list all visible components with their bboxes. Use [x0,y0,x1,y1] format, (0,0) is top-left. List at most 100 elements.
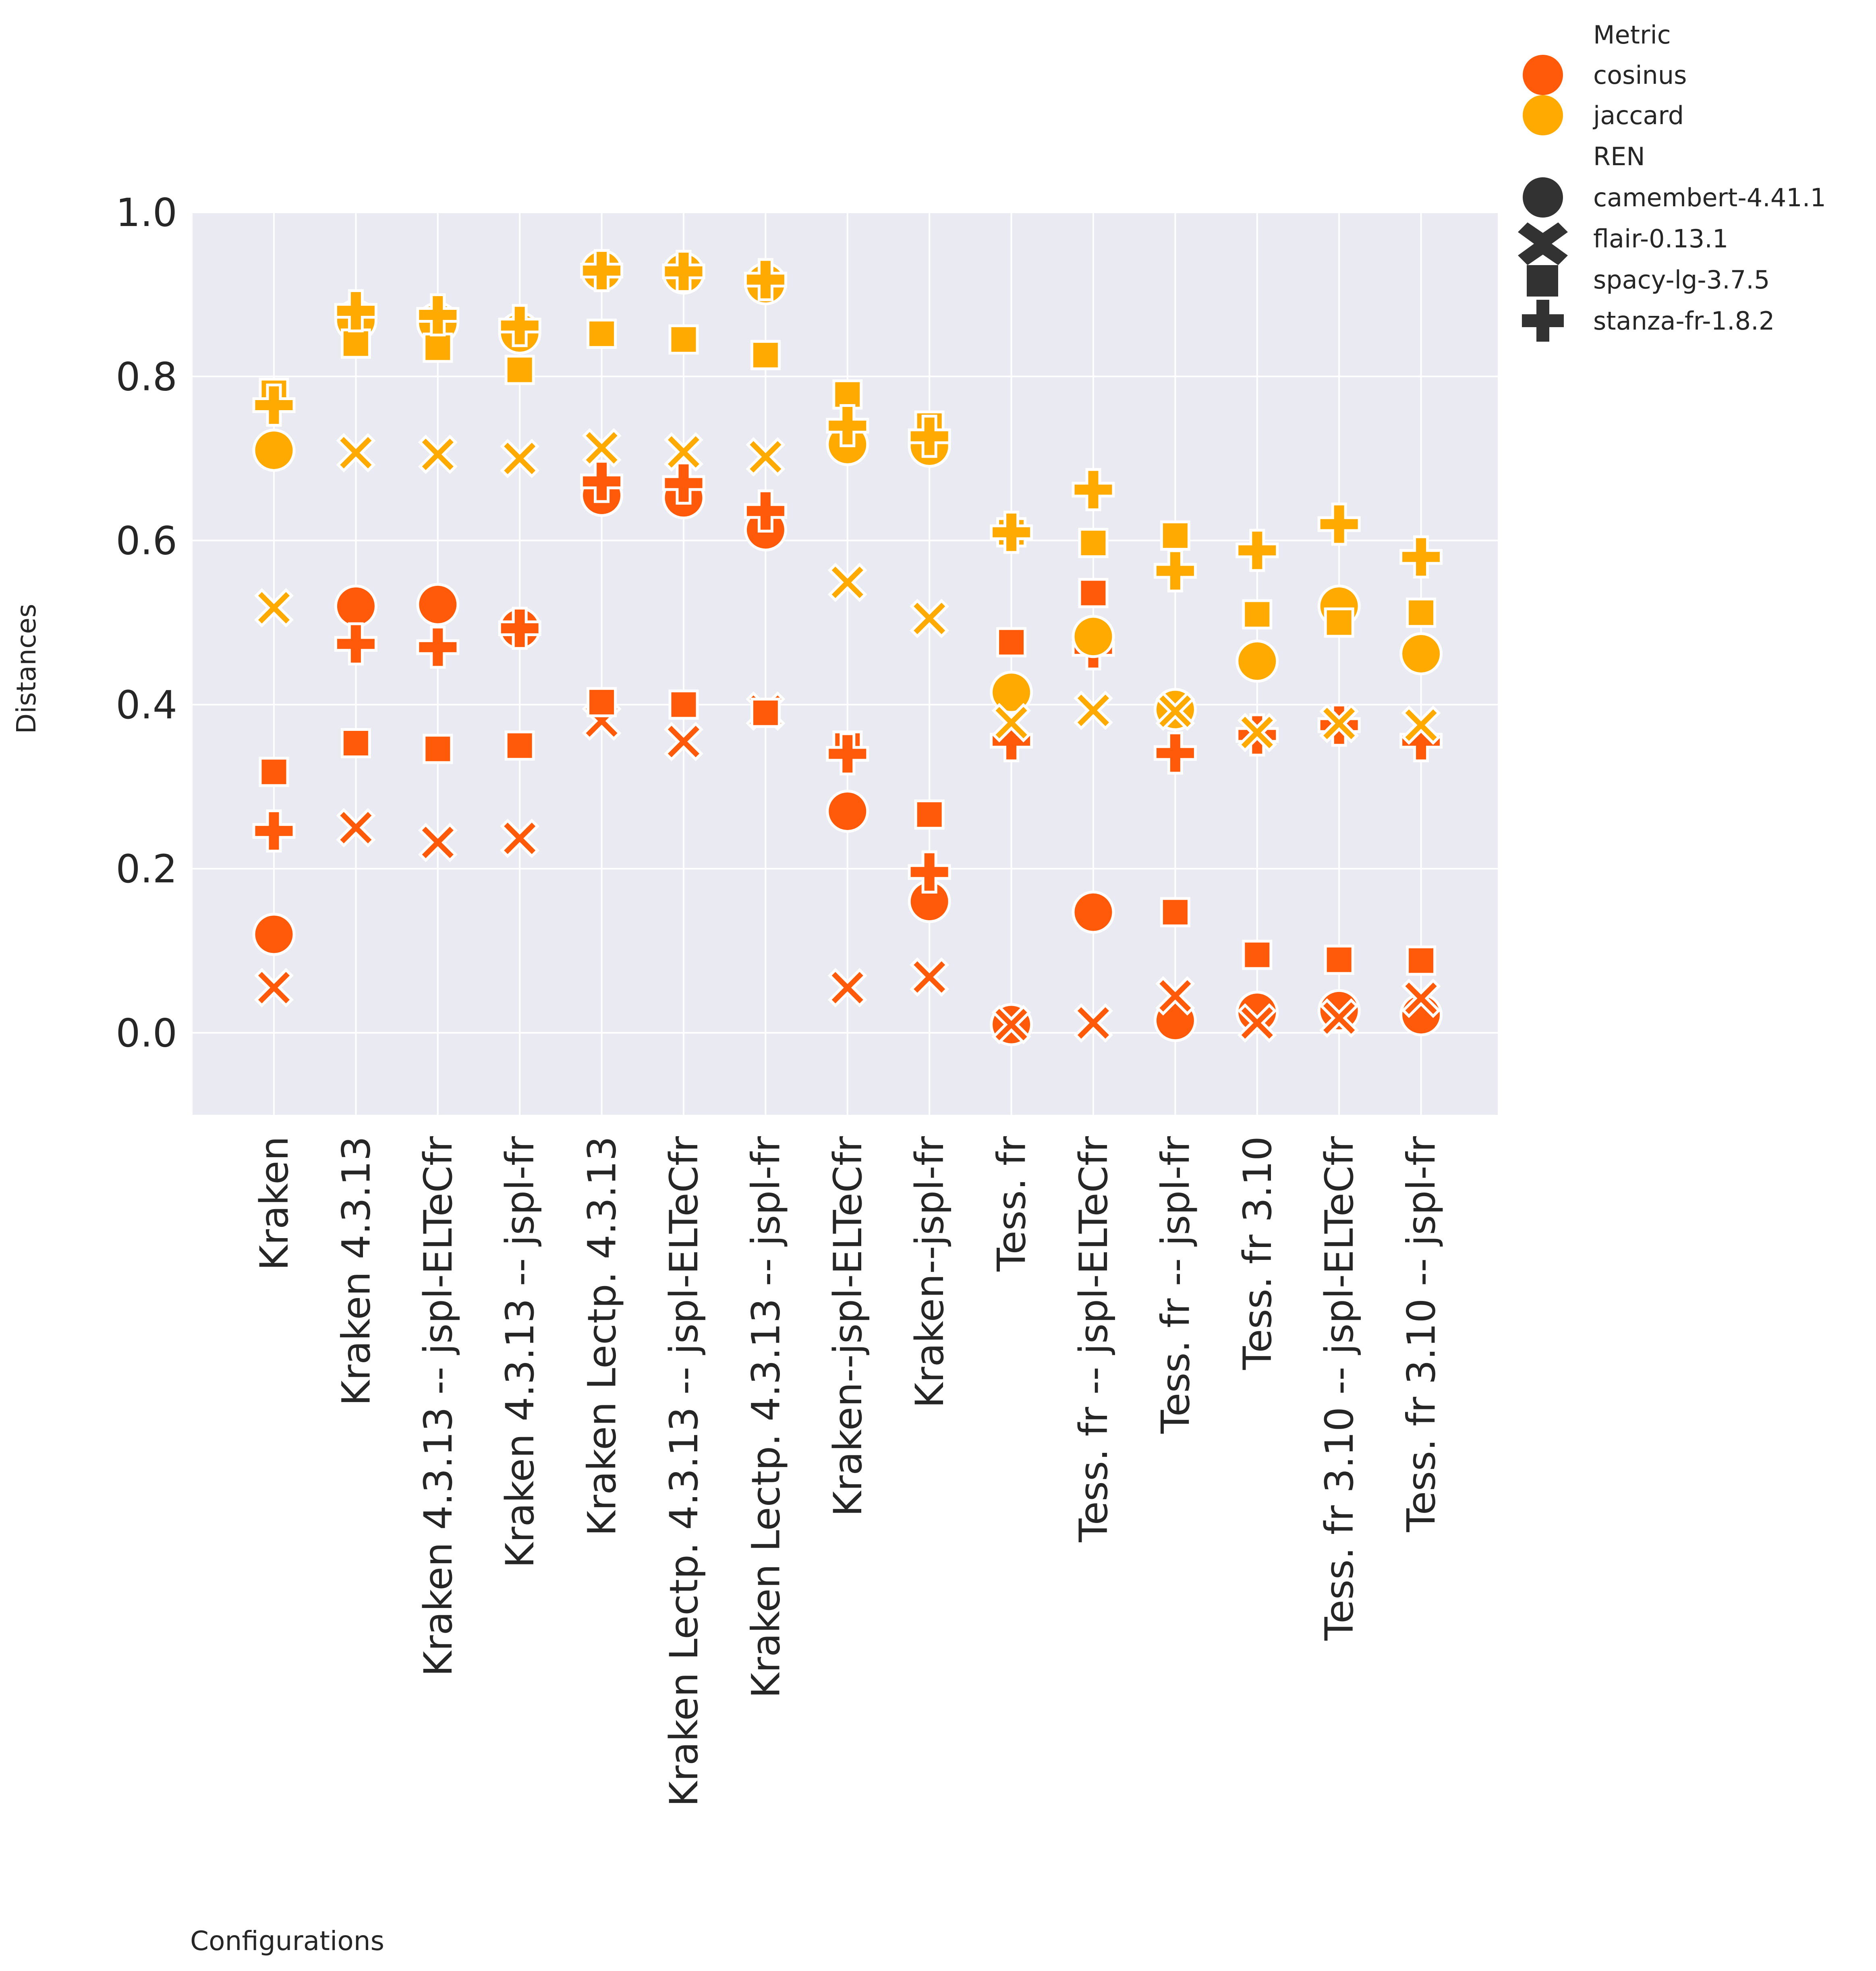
x-tick-label: Kraken 4.3.13 [334,1136,379,1406]
legend-title-ren: REN [1593,142,1645,171]
point-cosinus-stanza-fr-1.8.2 [498,606,541,650]
point-cosinus-stanza-fr-1.8.2 [334,622,377,666]
point-jaccard-spacy-lg-3.7.5 [1324,607,1354,638]
point-cosinus-flair-0.13.1 [336,808,376,848]
point-jaccard-stanza-fr-1.8.2 [662,250,705,293]
point-cosinus-flair-0.13.1 [1155,976,1195,1016]
x-tick-label: Kraken--jspl-ELTeCfr [825,1136,871,1517]
point-jaccard-stanza-fr-1.8.2 [744,258,787,301]
legend-label-spacy: spacy-lg-3.7.5 [1593,265,1770,295]
x-tick-label: Kraken Lectp. 4.3.13 -- jspl-fr [743,1136,788,1698]
point-cosinus-flair-0.13.1 [827,968,867,1008]
legend-marker-stanza [1522,300,1564,342]
point-jaccard-camembert-4.41.1 [1072,615,1115,658]
legend-marker-camembert [1523,177,1563,218]
y-tick-label: 0.8 [116,354,177,399]
point-jaccard-flair-0.13.1 [1074,691,1113,730]
legend-label-jaccard: jaccard [1592,101,1684,130]
point-jaccard-spacy-lg-3.7.5 [668,324,699,355]
point-cosinus-flair-0.13.1 [254,968,294,1008]
point-cosinus-flair-0.13.1 [910,957,949,997]
point-jaccard-flair-0.13.1 [664,432,703,472]
y-tick-label: 1.0 [116,190,177,235]
legend-label-cosinus: cosinus [1593,60,1687,90]
point-cosinus-spacy-lg-3.7.5 [668,689,699,720]
point-cosinus-spacy-lg-3.7.5 [587,687,617,718]
point-jaccard-flair-0.13.1 [746,437,786,477]
x-tick-label: Kraken 4.3.13 -- jspl-ELTeCfr [416,1136,461,1676]
y-tick-label: 0.0 [116,1010,177,1056]
point-cosinus-stanza-fr-1.8.2 [580,460,624,503]
x-tick-label: Tess. fr 3.10 -- jspl-ELTeCfr [1317,1136,1362,1641]
point-jaccard-stanza-fr-1.8.2 [416,293,460,337]
legend-label-flair: flair-0.13.1 [1593,224,1728,253]
point-cosinus-spacy-lg-3.7.5 [340,728,371,759]
point-jaccard-stanza-fr-1.8.2 [1317,502,1361,546]
y-tick-label: 0.6 [116,519,177,564]
point-jaccard-spacy-lg-3.7.5 [587,318,617,349]
point-jaccard-stanza-fr-1.8.2 [1072,468,1115,511]
point-cosinus-spacy-lg-3.7.5 [423,734,453,764]
point-cosinus-flair-0.13.1 [1319,998,1359,1038]
point-jaccard-spacy-lg-3.7.5 [1078,528,1109,558]
point-jaccard-stanza-fr-1.8.2 [1235,529,1279,572]
legend-label-stanza: stanza-fr-1.8.2 [1593,306,1774,336]
point-jaccard-spacy-lg-3.7.5 [1406,598,1437,628]
legend-title-metric: Metric [1593,20,1671,50]
plot-background [193,212,1498,1115]
point-cosinus-stanza-fr-1.8.2 [744,489,787,533]
point-jaccard-spacy-lg-3.7.5 [1242,599,1273,630]
point-jaccard-stanza-fr-1.8.2 [990,510,1033,554]
point-cosinus-spacy-lg-3.7.5 [1078,578,1109,608]
point-jaccard-stanza-fr-1.8.2 [908,415,951,458]
point-jaccard-flair-0.13.1 [336,433,376,473]
point-cosinus-stanza-fr-1.8.2 [908,850,951,894]
point-cosinus-camembert-4.41.1 [1072,890,1115,934]
point-jaccard-stanza-fr-1.8.2 [580,249,624,293]
y-axis-label: Distances [11,604,42,734]
point-jaccard-flair-0.13.1 [254,588,294,628]
legend: Metric cosinus jaccard REN camembert-4.4… [1518,20,1826,342]
point-cosinus-stanza-fr-1.8.2 [1153,731,1197,775]
legend-marker-spacy [1527,265,1558,297]
point-jaccard-flair-0.13.1 [1319,703,1359,743]
point-cosinus-stanza-fr-1.8.2 [252,809,296,853]
point-cosinus-stanza-fr-1.8.2 [662,461,705,505]
legend-marker-jaccard [1523,95,1563,135]
point-cosinus-flair-0.13.1 [664,722,703,761]
point-cosinus-flair-0.13.1 [1401,978,1441,1018]
x-tick-label: Kraken Lectp. 4.3.13 -- jspl-ELTeCfr [661,1136,707,1807]
point-cosinus-spacy-lg-3.7.5 [259,757,289,787]
point-jaccard-flair-0.13.1 [910,599,949,638]
point-jaccard-stanza-fr-1.8.2 [826,404,869,447]
data-markers [252,249,1443,1046]
point-jaccard-flair-0.13.1 [1401,705,1441,745]
y-tick-label: 0.2 [116,846,177,892]
legend-label-camembert: camembert-4.41.1 [1593,183,1826,212]
point-jaccard-flair-0.13.1 [500,438,540,478]
point-cosinus-flair-0.13.1 [991,1005,1031,1044]
legend-marker-flair [1518,222,1568,265]
x-tick-label: Kraken Lectp. 4.3.13 [580,1136,625,1536]
point-cosinus-stanza-fr-1.8.2 [826,732,869,776]
point-cosinus-spacy-lg-3.7.5 [750,697,781,728]
point-jaccard-spacy-lg-3.7.5 [340,328,371,359]
point-jaccard-flair-0.13.1 [1155,691,1195,731]
point-cosinus-camembert-4.41.1 [1235,990,1279,1034]
point-jaccard-stanza-fr-1.8.2 [498,304,541,347]
x-tick-label: Kraken--jspl-fr [907,1136,952,1408]
x-tick-label: Tess. fr [989,1136,1034,1272]
point-jaccard-camembert-4.41.1 [990,670,1033,714]
point-cosinus-camembert-4.41.1 [416,583,460,626]
point-jaccard-stanza-fr-1.8.2 [334,289,377,332]
point-jaccard-camembert-4.41.1 [1235,639,1279,683]
point-jaccard-flair-0.13.1 [1237,713,1277,752]
point-cosinus-camembert-4.41.1 [826,790,869,833]
point-cosinus-spacy-lg-3.7.5 [1406,945,1437,976]
point-cosinus-spacy-lg-3.7.5 [1324,944,1354,975]
point-jaccard-stanza-fr-1.8.2 [1399,535,1443,579]
x-tick-label: Tess. fr 3.10 -- jspl-fr [1399,1136,1444,1532]
point-jaccard-stanza-fr-1.8.2 [252,384,296,427]
point-cosinus-flair-0.13.1 [500,818,540,858]
